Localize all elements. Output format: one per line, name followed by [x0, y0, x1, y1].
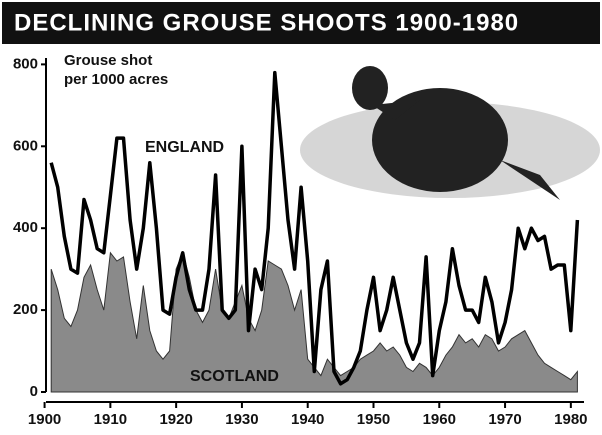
- chart: DECLINING GROUSE SHOOTS 1900-1980 Grouse…: [0, 0, 602, 435]
- x-tick-label: 1960: [423, 411, 456, 428]
- y-tick-label: 800: [13, 55, 38, 72]
- x-tick-label: 1910: [94, 411, 127, 428]
- y-axis-label: per 1000 acres: [64, 71, 168, 88]
- bird-head: [352, 66, 388, 110]
- y-axis-label: Grouse shot: [64, 52, 152, 69]
- x-tick-label: 1940: [291, 411, 324, 428]
- x-tick-label: 1980: [554, 411, 587, 428]
- x-tick-label: 1920: [159, 411, 192, 428]
- x-tick-label: 1930: [225, 411, 258, 428]
- chart-title: DECLINING GROUSE SHOOTS 1900-1980: [14, 9, 519, 36]
- y-tick-label: 400: [13, 219, 38, 236]
- x-tick-label: 1900: [28, 411, 61, 428]
- y-tick-label: 0: [30, 383, 38, 400]
- series-label: SCOTLAND: [190, 368, 279, 385]
- y-tick-label: 200: [13, 301, 38, 318]
- y-tick-label: 600: [13, 137, 38, 154]
- x-tick-label: 1970: [488, 411, 521, 428]
- series-label: ENGLAND: [145, 139, 224, 156]
- x-tick-label: 1950: [357, 411, 390, 428]
